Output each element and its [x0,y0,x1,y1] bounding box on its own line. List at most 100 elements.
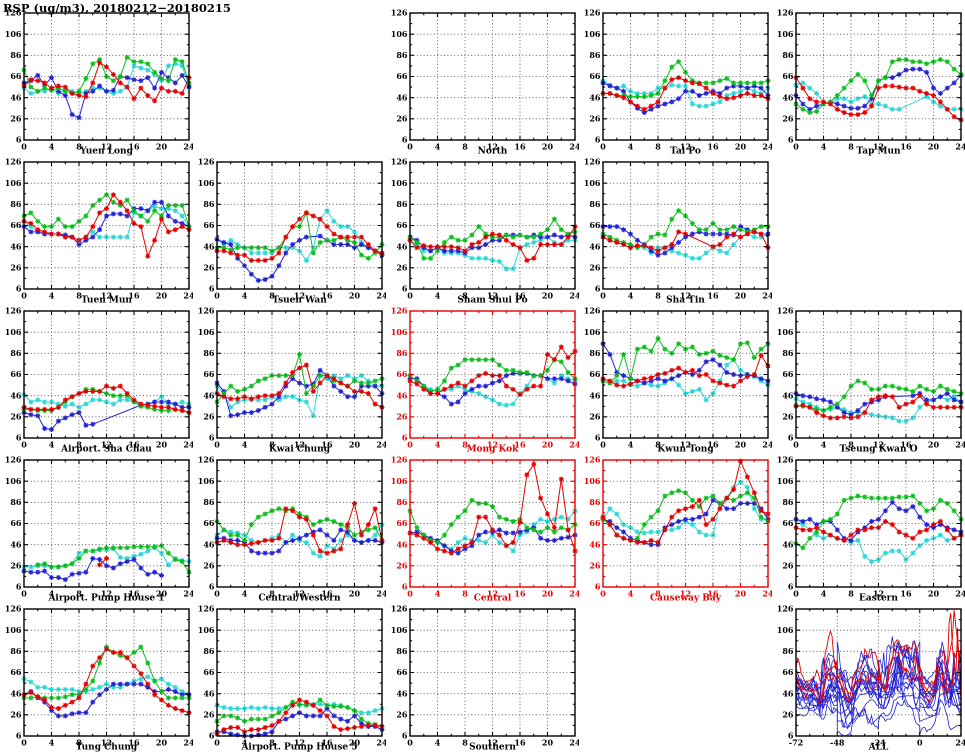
svg-text:46: 46 [10,92,22,102]
svg-text:4: 4 [242,589,248,599]
svg-text:86: 86 [203,199,215,209]
svg-text:26: 26 [396,710,408,720]
svg-text:12: 12 [680,142,691,152]
svg-text:12: 12 [487,291,498,301]
svg-text:66: 66 [10,667,22,677]
svg-text:0: 0 [21,142,27,152]
svg-text:12: 12 [101,142,112,152]
svg-text:16: 16 [707,440,719,450]
chart-all: 6 26 46 66 86 106 126 -72 -48 -24 0 24 ALL [772,604,965,753]
svg-text:126: 126 [584,8,601,18]
svg-text:4: 4 [821,589,827,599]
svg-text:126: 126 [5,157,22,167]
figure-title: RSP (ug/m3), 20180212−20180215 [3,1,231,15]
svg-text:46: 46 [396,688,408,698]
chart-title-tung_chung: Tung Chung [76,743,138,753]
chart-tuen_mun: 6 26 46 66 86 106 126 0 4 8 12 16 20 24 Tuen Mun [0,157,193,306]
svg-text:12: 12 [487,589,498,599]
svg-text:8: 8 [76,291,82,301]
svg-text:126: 126 [777,455,794,465]
svg-text:106: 106 [584,327,601,337]
svg-text:126: 126 [391,604,408,614]
svg-text:26: 26 [396,412,408,422]
svg-text:16: 16 [514,440,526,450]
chart-title-central_western: Central/Western [258,594,341,604]
charts-grid: 6 26 46 66 86 106 126 0 4 8 12 16 20 24 Yuen Long 6 26 46… [0,8,965,753]
svg-text:106: 106 [5,476,22,486]
svg-text:24: 24 [569,142,579,152]
svg-text:46: 46 [396,241,408,251]
svg-text:86: 86 [10,497,22,507]
svg-text:6: 6 [16,135,22,145]
svg-text:46: 46 [203,390,215,400]
svg-text:106: 106 [198,476,215,486]
svg-text:86: 86 [589,348,601,358]
svg-text:6: 6 [788,135,794,145]
svg-text:-72: -72 [789,738,803,748]
svg-text:4: 4 [49,440,55,450]
chart-canvas-yuen_long: 6 26 46 66 86 106 126 0 4 8 12 16 20 24 Yuen Long [5,8,193,157]
svg-text:106: 106 [391,178,408,188]
svg-text:66: 66 [782,369,794,379]
svg-text:106: 106 [777,625,794,635]
svg-text:16: 16 [128,291,140,301]
chart-yuen_long: 6 26 46 66 86 106 126 0 4 8 12 16 20 24 Yuen Long [0,8,193,157]
svg-text:0: 0 [793,440,799,450]
svg-text:86: 86 [10,199,22,209]
svg-text:0: 0 [600,589,606,599]
svg-text:66: 66 [10,518,22,528]
svg-text:20: 20 [156,440,168,450]
svg-text:126: 126 [584,157,601,167]
svg-text:24: 24 [376,738,386,748]
svg-text:86: 86 [10,50,22,60]
chart-canvas-airport_pump_house_1: 6 26 46 66 86 106 126 0 4 8 12 16 20 24 Airport. Pump … [5,455,193,604]
svg-text:0: 0 [214,589,220,599]
svg-text:126: 126 [391,306,408,316]
svg-text:4: 4 [435,440,441,450]
svg-text:6: 6 [209,433,215,443]
svg-text:66: 66 [589,369,601,379]
svg-text:86: 86 [396,497,408,507]
svg-text:8: 8 [269,589,275,599]
svg-text:66: 66 [396,71,408,81]
svg-text:0: 0 [793,142,799,152]
chart-title-tai_po: Tai Po [670,147,701,157]
svg-text:0: 0 [21,291,27,301]
svg-text:126: 126 [391,8,408,18]
chart-title-airport_pump_house_5: Airport. Pump House 5 [240,743,357,753]
svg-text:4: 4 [821,440,827,450]
svg-text:106: 106 [198,327,215,337]
svg-text:0: 0 [214,291,220,301]
chart-canvas-tseung_kwan_o: 6 26 46 66 86 106 126 0 4 8 12 16 20 24 Tseung Kwan O [777,306,965,455]
svg-text:0: 0 [600,291,606,301]
svg-text:24: 24 [183,142,193,152]
svg-text:106: 106 [391,625,408,635]
svg-text:8: 8 [655,589,661,599]
svg-text:16: 16 [321,291,333,301]
svg-text:46: 46 [782,539,794,549]
svg-text:26: 26 [396,114,408,124]
svg-text:26: 26 [589,263,601,273]
svg-text:66: 66 [782,71,794,81]
svg-text:86: 86 [10,348,22,358]
svg-text:26: 26 [10,561,22,571]
svg-text:106: 106 [584,178,601,188]
svg-text:46: 46 [589,390,601,400]
svg-text:6: 6 [209,582,215,592]
svg-text:46: 46 [782,688,794,698]
chart-tap_mun: 6 26 46 66 86 106 126 0 4 8 12 16 20 24 Tap Mun [772,8,965,157]
svg-text:6: 6 [209,731,215,741]
svg-text:126: 126 [777,306,794,316]
chart-canvas-sham_shui_po: 6 26 46 66 86 106 126 0 4 8 12 16 20 24 Sham Shui Po [391,157,579,306]
svg-text:12: 12 [873,440,884,450]
chart-airport_pump_house_5: 6 26 46 66 86 106 126 0 4 8 12 16 20 24 Airport. Pump … [193,604,386,753]
svg-text:106: 106 [391,476,408,486]
chart-title-mong_kok: Mong Kok [467,445,520,455]
svg-text:86: 86 [589,497,601,507]
svg-text:0: 0 [407,589,413,599]
svg-text:24: 24 [955,738,965,748]
svg-text:4: 4 [242,291,248,301]
svg-text:16: 16 [321,440,333,450]
svg-text:16: 16 [707,142,719,152]
svg-text:20: 20 [542,291,554,301]
